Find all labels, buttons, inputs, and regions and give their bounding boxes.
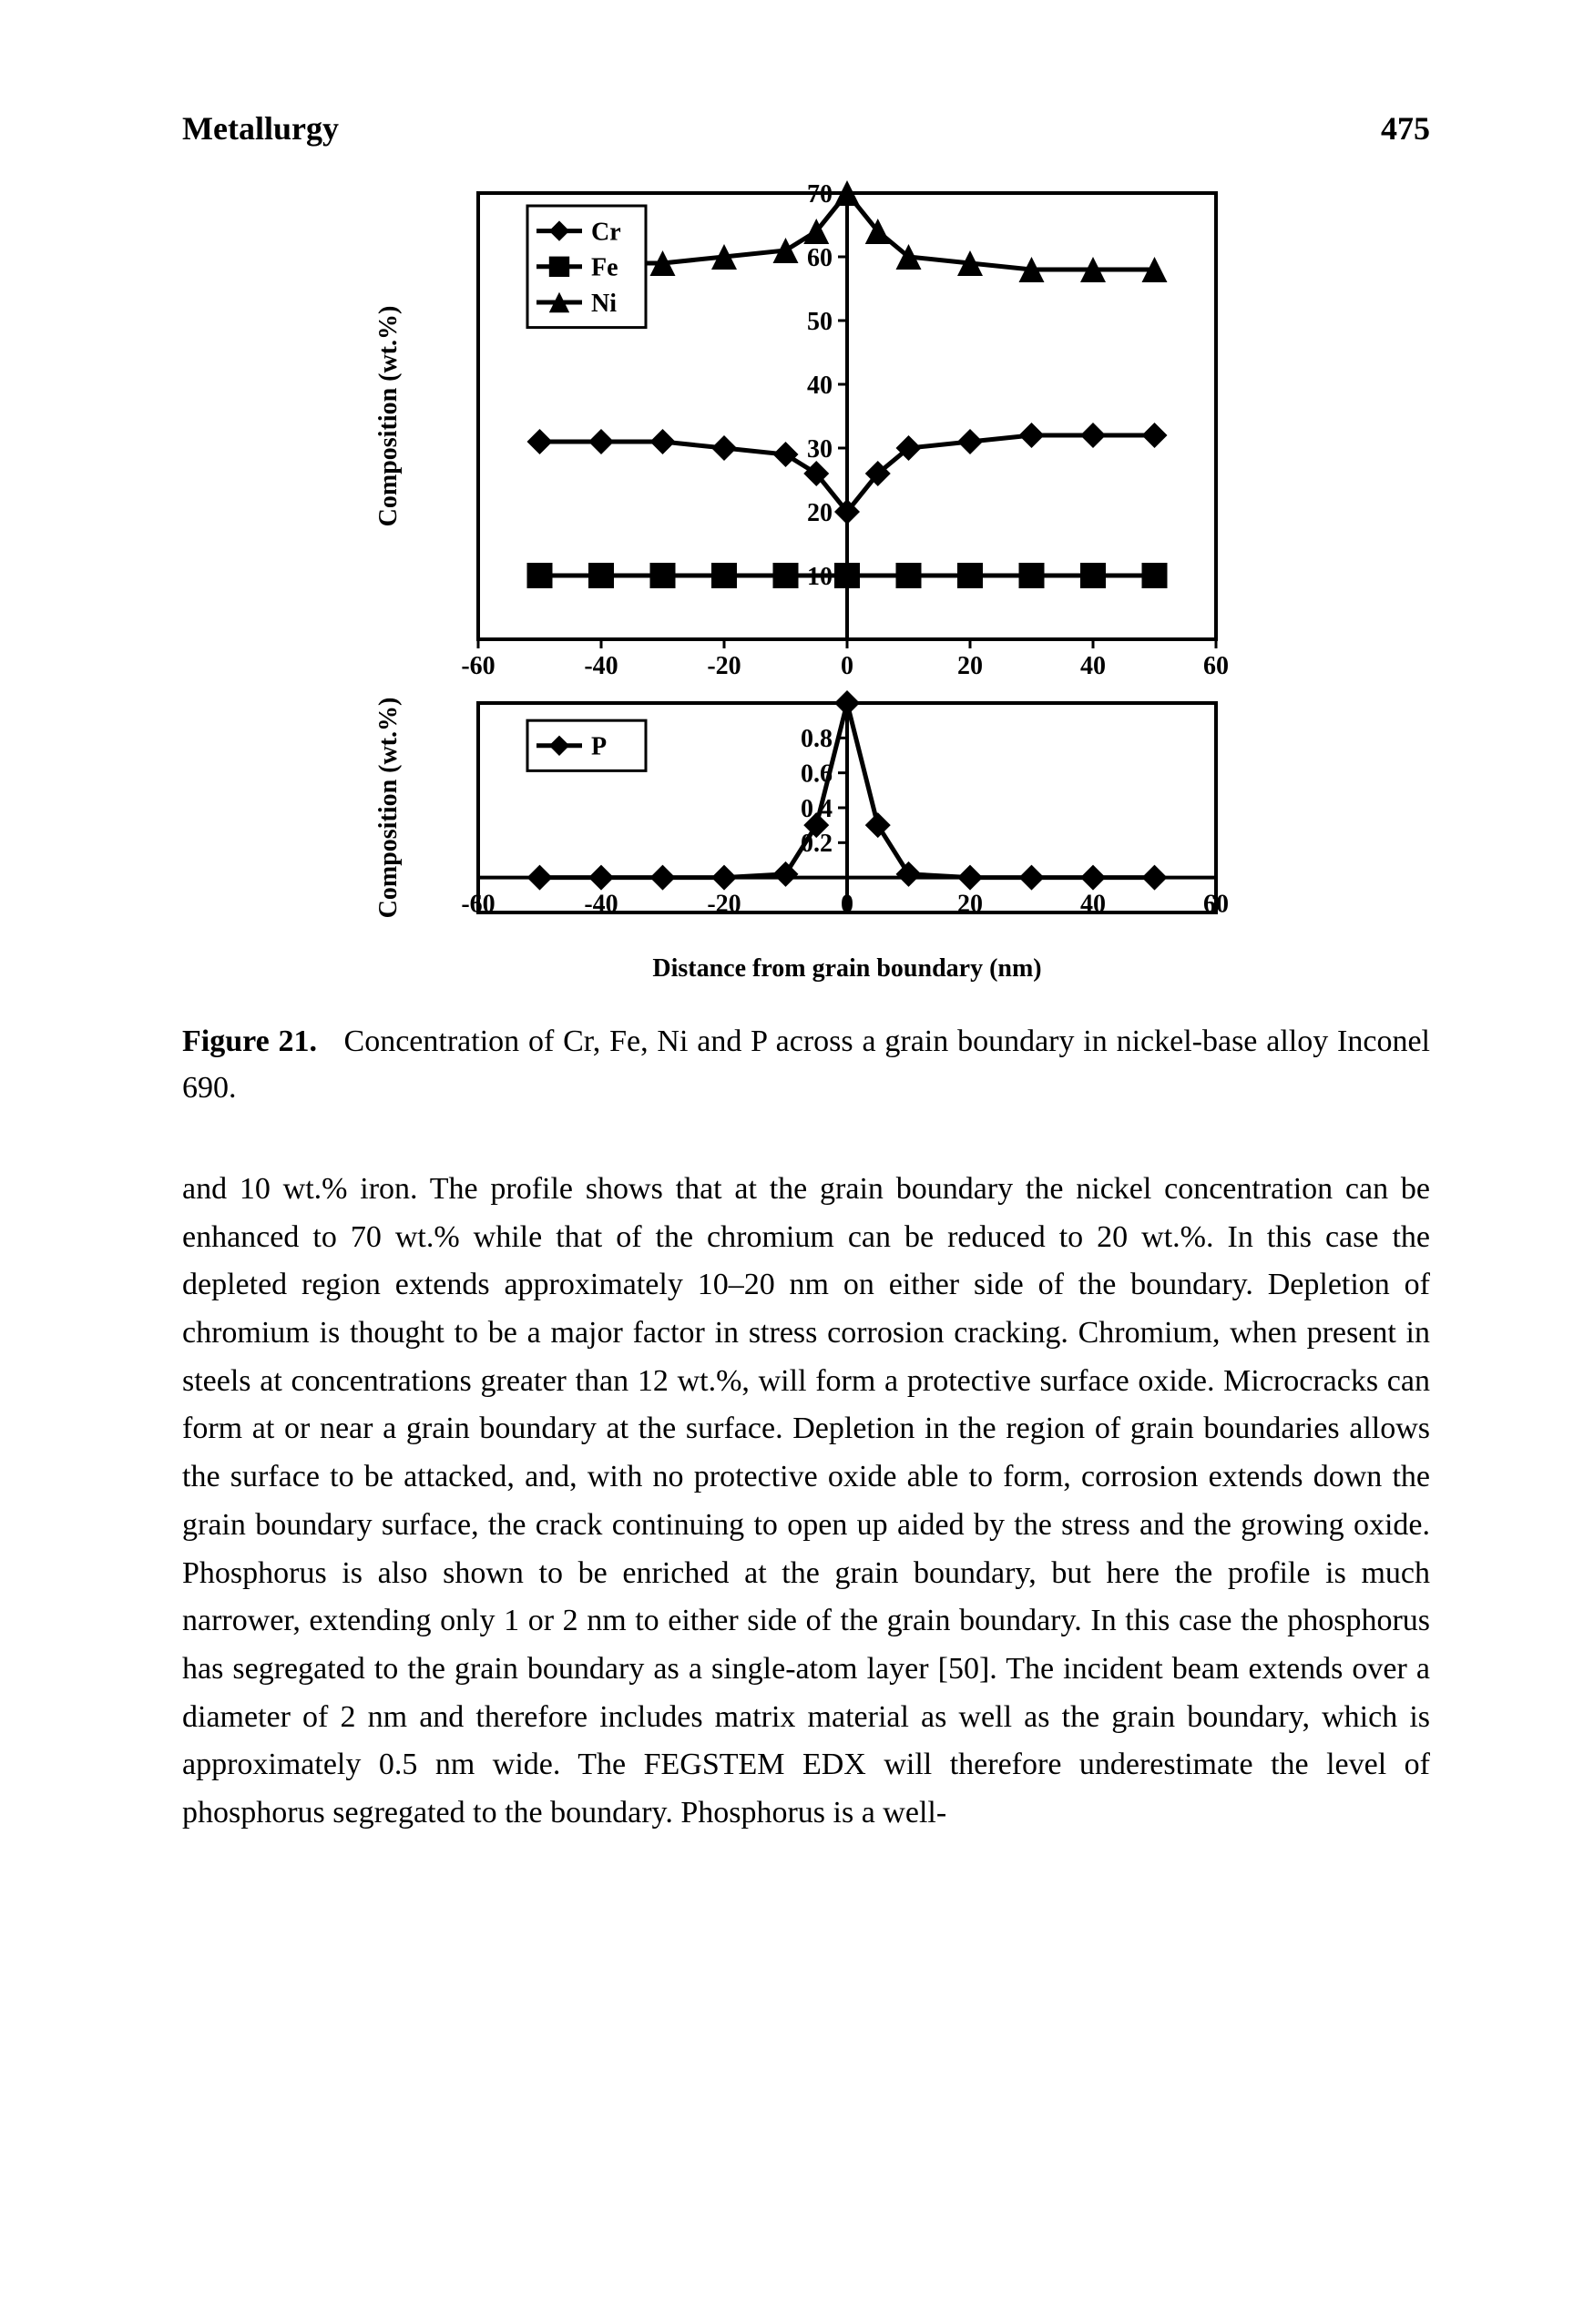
- body-paragraph: and 10 wt.% iron. The profile shows that…: [182, 1166, 1430, 1838]
- figure-caption: Figure 21. Concentration of Cr, Fe, Ni a…: [182, 1018, 1430, 1111]
- svg-text:-60: -60: [461, 891, 495, 919]
- svg-text:60: 60: [807, 244, 833, 272]
- svg-text:P: P: [591, 733, 607, 761]
- svg-text:Cr: Cr: [591, 218, 621, 246]
- svg-text:0: 0: [841, 652, 853, 680]
- svg-text:40: 40: [1080, 891, 1106, 919]
- chart-bottom: -60-40-2002040600.20.40.60.8PComposition…: [369, 685, 1243, 985]
- svg-text:-40: -40: [584, 652, 618, 680]
- svg-text:Fe: Fe: [591, 254, 618, 282]
- header-left: Metallurgy: [182, 109, 339, 148]
- caption-text: Concentration of Cr, Fe, Ni and P across…: [182, 1024, 1430, 1105]
- svg-text:60: 60: [1203, 891, 1229, 919]
- figure-21: -60-40-20020406010203040506070CrFeNiComp…: [182, 175, 1430, 1166]
- svg-text:20: 20: [957, 891, 983, 919]
- svg-text:20: 20: [807, 499, 833, 527]
- chart-top: -60-40-20020406010203040506070CrFeNiComp…: [369, 175, 1243, 685]
- svg-text:40: 40: [807, 372, 833, 400]
- svg-text:-20: -20: [707, 891, 741, 919]
- svg-text:Ni: Ni: [591, 290, 617, 318]
- page: Metallurgy 475 -60-40-200204060102030405…: [0, 0, 1594, 2324]
- svg-text:20: 20: [957, 652, 983, 680]
- header-right: 475: [1381, 109, 1430, 148]
- svg-text:Composition (wt.%): Composition (wt.%): [374, 306, 403, 527]
- svg-text:Distance from grain boundary (: Distance from grain boundary (nm): [652, 954, 1041, 983]
- svg-text:-60: -60: [461, 652, 495, 680]
- svg-text:0: 0: [841, 891, 853, 919]
- svg-text:60: 60: [1203, 652, 1229, 680]
- svg-text:Composition (wt.%): Composition (wt.%): [374, 698, 403, 919]
- svg-text:-20: -20: [707, 652, 741, 680]
- svg-text:70: 70: [807, 180, 833, 209]
- svg-text:50: 50: [807, 308, 833, 336]
- svg-text:40: 40: [1080, 652, 1106, 680]
- svg-text:30: 30: [807, 435, 833, 464]
- svg-text:-40: -40: [584, 891, 618, 919]
- svg-text:0.8: 0.8: [801, 725, 833, 753]
- page-header: Metallurgy 475: [182, 109, 1430, 148]
- caption-label: Figure 21.: [182, 1024, 317, 1058]
